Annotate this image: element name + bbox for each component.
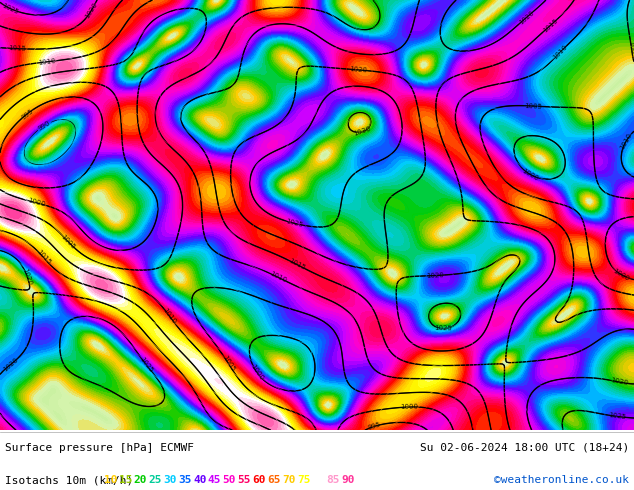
- Text: 1030: 1030: [353, 126, 372, 137]
- Text: 1020: 1020: [2, 356, 19, 373]
- Text: 1010: 1010: [37, 58, 56, 66]
- Text: 1010: 1010: [552, 44, 568, 61]
- Text: 1020: 1020: [22, 268, 33, 287]
- Text: Su 02-06-2024 18:00 UTC (18+24): Su 02-06-2024 18:00 UTC (18+24): [420, 443, 629, 453]
- Text: 1025: 1025: [285, 219, 304, 228]
- Text: 1000: 1000: [612, 268, 631, 282]
- Text: 1010: 1010: [162, 307, 178, 325]
- Text: 1020: 1020: [425, 272, 444, 279]
- Text: 90: 90: [341, 475, 355, 485]
- Text: 1010: 1010: [268, 270, 287, 284]
- Text: Isotachs 10m (km/h): Isotachs 10m (km/h): [5, 475, 140, 485]
- Text: 1005: 1005: [627, 40, 634, 58]
- Text: 1000: 1000: [249, 363, 264, 381]
- Text: 1020: 1020: [517, 9, 535, 26]
- Text: 50: 50: [223, 475, 236, 485]
- Text: 1000: 1000: [27, 197, 46, 208]
- Text: 1020: 1020: [349, 66, 368, 74]
- Text: 85: 85: [327, 475, 340, 485]
- Text: ©weatheronline.co.uk: ©weatheronline.co.uk: [494, 475, 629, 485]
- Text: 1010: 1010: [619, 132, 633, 151]
- Text: 20: 20: [134, 475, 147, 485]
- Text: 40: 40: [193, 475, 207, 485]
- Text: 30: 30: [164, 475, 177, 485]
- Text: 995: 995: [367, 421, 382, 431]
- Text: 1015: 1015: [288, 258, 306, 271]
- Text: 1015: 1015: [35, 249, 51, 266]
- Text: 65: 65: [267, 475, 281, 485]
- Text: 70: 70: [282, 475, 295, 485]
- Text: 1020: 1020: [84, 1, 98, 20]
- Text: Surface pressure [hPa] ECMWF: Surface pressure [hPa] ECMWF: [5, 443, 194, 453]
- Text: 1025: 1025: [608, 413, 626, 420]
- Text: 1005: 1005: [221, 354, 236, 372]
- Text: 1005: 1005: [525, 103, 543, 109]
- Text: 1025: 1025: [434, 325, 452, 332]
- Text: 1025: 1025: [138, 356, 154, 374]
- Text: 1020: 1020: [610, 377, 628, 387]
- Text: 1015: 1015: [8, 45, 26, 52]
- Text: 995: 995: [20, 107, 34, 121]
- Text: 35: 35: [178, 475, 191, 485]
- Text: 1015: 1015: [541, 17, 559, 34]
- Text: 1000: 1000: [400, 404, 418, 410]
- Text: 80: 80: [312, 475, 325, 485]
- Text: 55: 55: [238, 475, 251, 485]
- Text: 15: 15: [119, 475, 133, 485]
- Text: 75: 75: [297, 475, 310, 485]
- Text: 1025: 1025: [1, 2, 20, 15]
- Text: 10: 10: [104, 475, 117, 485]
- Text: 25: 25: [148, 475, 162, 485]
- Text: 990: 990: [37, 120, 51, 132]
- Text: 45: 45: [208, 475, 221, 485]
- Text: 1005: 1005: [60, 233, 77, 250]
- Text: 60: 60: [252, 475, 266, 485]
- Text: 1000: 1000: [521, 167, 540, 181]
